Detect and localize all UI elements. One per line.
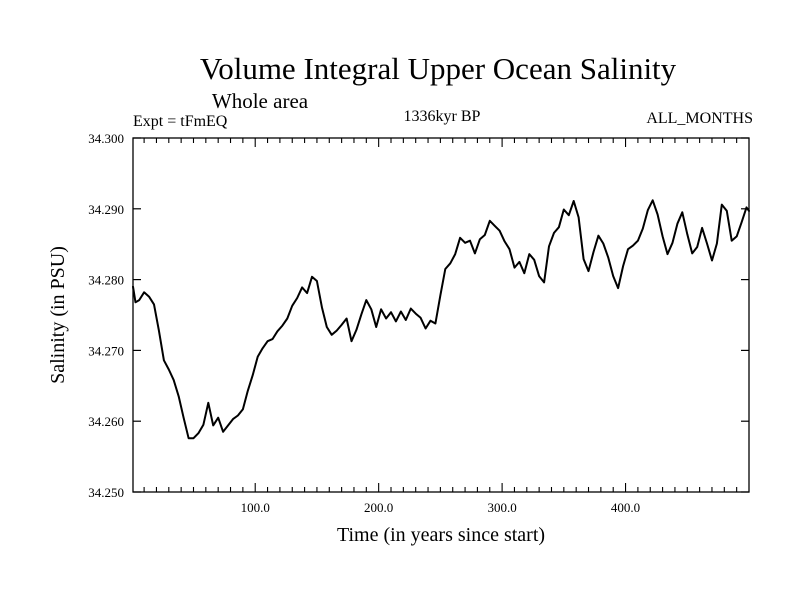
y-tick-label: 34.250 <box>88 485 124 500</box>
y-axis: 34.250 34.260 34.270 34.280 34.290 34.300 <box>88 131 749 500</box>
y-axis-label: Salinity (in PSU) <box>47 246 69 384</box>
x-tick-label: 400.0 <box>611 500 640 515</box>
y-tick-label: 34.290 <box>88 202 124 217</box>
chart-subtitle: Whole area <box>212 89 309 113</box>
x-tick-label: 100.0 <box>241 500 270 515</box>
y-tick-label: 34.280 <box>88 273 124 288</box>
x-tick-label: 300.0 <box>487 500 516 515</box>
time-period-label: 1336kyr BP <box>404 108 481 125</box>
plot-frame <box>132 137 750 493</box>
chart-title: Volume Integral Upper Ocean Salinity <box>200 51 677 86</box>
y-tick-label: 34.260 <box>88 414 124 429</box>
salinity-series-line <box>132 199 750 440</box>
x-axis: 100.0 200.0 300.0 400.0 <box>143 138 738 515</box>
y-tick-label: 34.300 <box>88 131 124 146</box>
x-axis-label: Time (in years since start) <box>337 524 545 546</box>
y-tick-label: 34.270 <box>88 343 124 358</box>
experiment-label: Expt = tFmEQ <box>133 113 228 130</box>
months-label: ALL_MONTHS <box>646 110 753 127</box>
x-tick-label: 200.0 <box>364 500 393 515</box>
